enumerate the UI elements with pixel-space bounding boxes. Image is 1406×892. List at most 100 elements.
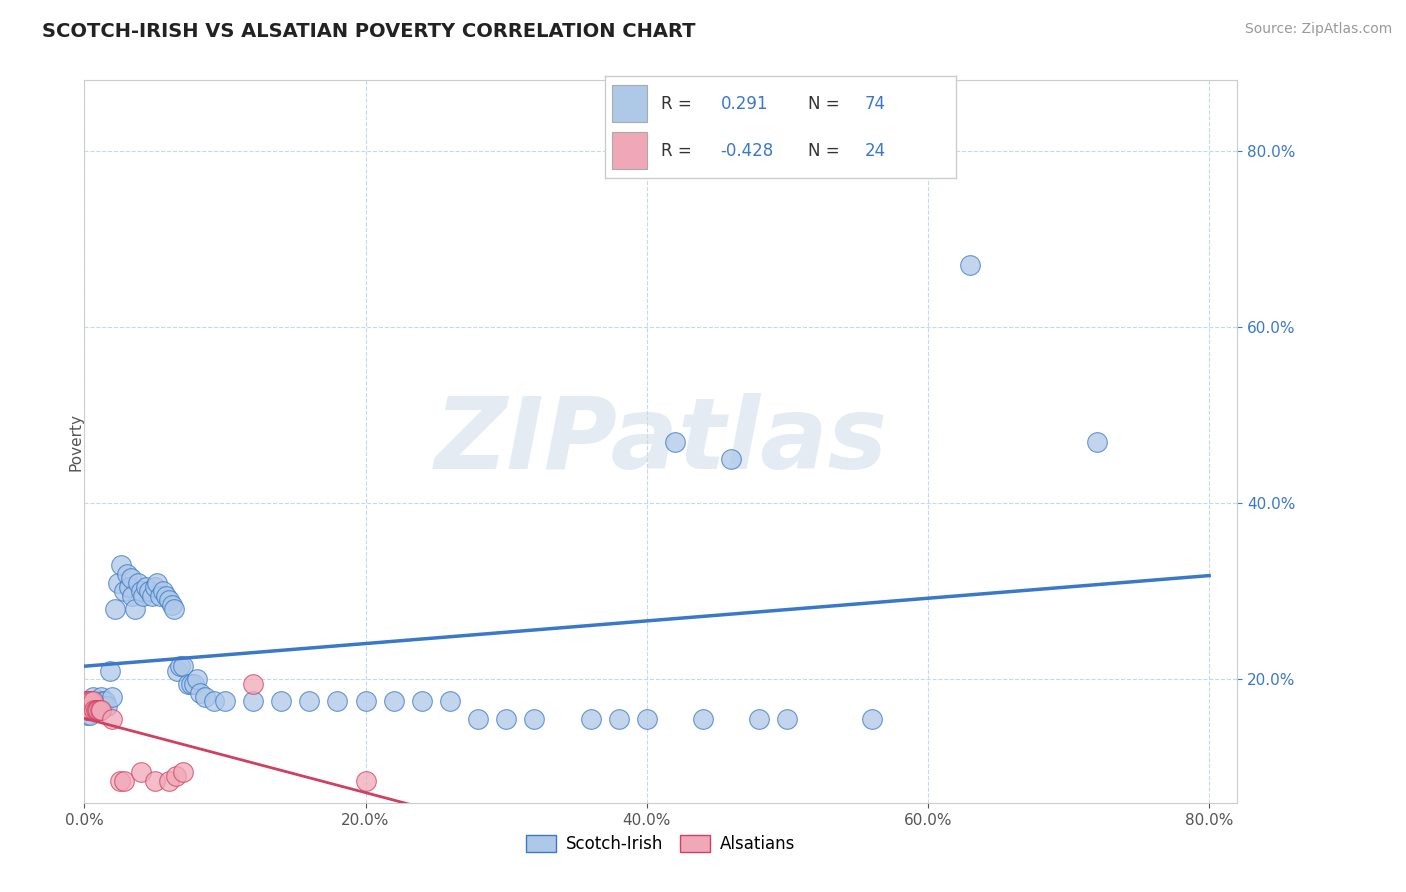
- Point: [77, 694, 100, 708]
- Point: [89, 698, 111, 713]
- Point: [169, 659, 191, 673]
- Text: R =: R =: [661, 95, 697, 112]
- Point: [186, 673, 208, 687]
- Text: N =: N =: [808, 142, 845, 160]
- Point: [202, 694, 225, 708]
- Point: [75, 694, 97, 708]
- Point: [467, 712, 489, 726]
- Point: [84, 698, 107, 713]
- Point: [77, 698, 100, 713]
- Point: [110, 558, 132, 572]
- Text: N =: N =: [808, 95, 845, 112]
- Point: [163, 602, 186, 616]
- Point: [155, 589, 177, 603]
- Point: [748, 712, 770, 726]
- Point: [98, 664, 121, 678]
- Point: [127, 575, 149, 590]
- Point: [138, 584, 160, 599]
- Text: Source: ZipAtlas.com: Source: ZipAtlas.com: [1244, 22, 1392, 37]
- Text: R =: R =: [661, 142, 697, 160]
- Point: [523, 712, 546, 726]
- Point: [180, 677, 202, 691]
- Point: [692, 712, 714, 726]
- Point: [118, 580, 141, 594]
- Point: [80, 694, 103, 708]
- Point: [75, 698, 97, 713]
- Point: [382, 694, 405, 708]
- Point: [411, 694, 433, 708]
- Point: [91, 694, 114, 708]
- Point: [77, 694, 100, 708]
- Point: [149, 589, 172, 603]
- Point: [177, 677, 200, 691]
- Point: [82, 690, 104, 704]
- Point: [194, 690, 217, 704]
- Point: [76, 703, 98, 717]
- Point: [124, 602, 146, 616]
- FancyBboxPatch shape: [612, 85, 647, 122]
- Point: [76, 694, 98, 708]
- Point: [1085, 434, 1108, 449]
- Point: [79, 703, 101, 717]
- Point: [86, 703, 108, 717]
- Point: [112, 773, 135, 788]
- Point: [104, 602, 127, 616]
- Point: [157, 593, 180, 607]
- Point: [129, 764, 152, 779]
- Point: [607, 712, 630, 726]
- Text: 24: 24: [865, 142, 886, 160]
- Text: -0.428: -0.428: [721, 142, 773, 160]
- Point: [165, 769, 187, 783]
- Point: [87, 694, 110, 708]
- Point: [860, 712, 883, 726]
- Point: [776, 712, 799, 726]
- Text: 0.291: 0.291: [721, 95, 768, 112]
- Y-axis label: Poverty: Poverty: [69, 412, 83, 471]
- Point: [77, 703, 100, 717]
- Point: [79, 707, 101, 722]
- Point: [112, 584, 135, 599]
- Point: [87, 703, 110, 717]
- Point: [101, 712, 124, 726]
- Text: SCOTCH-IRISH VS ALSATIAN POVERTY CORRELATION CHART: SCOTCH-IRISH VS ALSATIAN POVERTY CORRELA…: [42, 22, 696, 41]
- Point: [143, 580, 166, 594]
- Point: [132, 589, 155, 603]
- Point: [959, 258, 981, 272]
- Point: [664, 434, 686, 449]
- Point: [157, 773, 180, 788]
- Point: [183, 677, 205, 691]
- FancyBboxPatch shape: [612, 132, 647, 169]
- Point: [146, 575, 169, 590]
- Point: [354, 773, 377, 788]
- Point: [89, 703, 111, 717]
- Point: [84, 703, 107, 717]
- Point: [172, 659, 194, 673]
- Point: [120, 571, 142, 585]
- Point: [152, 584, 174, 599]
- Point: [214, 694, 236, 708]
- Point: [121, 589, 143, 603]
- Point: [80, 694, 103, 708]
- Point: [579, 712, 602, 726]
- Point: [298, 694, 321, 708]
- Point: [135, 580, 157, 594]
- Point: [141, 589, 163, 603]
- Point: [188, 686, 211, 700]
- Point: [495, 712, 517, 726]
- Point: [76, 707, 98, 722]
- Point: [636, 712, 658, 726]
- Text: 74: 74: [865, 95, 886, 112]
- Point: [83, 703, 105, 717]
- Point: [143, 773, 166, 788]
- Point: [96, 698, 118, 713]
- Point: [86, 703, 108, 717]
- Point: [129, 584, 152, 599]
- Point: [242, 694, 264, 708]
- Point: [166, 664, 188, 678]
- Legend: Scotch-Irish, Alsatians: Scotch-Irish, Alsatians: [519, 828, 803, 860]
- Point: [242, 677, 264, 691]
- Point: [90, 690, 112, 704]
- Point: [270, 694, 292, 708]
- Point: [101, 690, 124, 704]
- Point: [172, 764, 194, 779]
